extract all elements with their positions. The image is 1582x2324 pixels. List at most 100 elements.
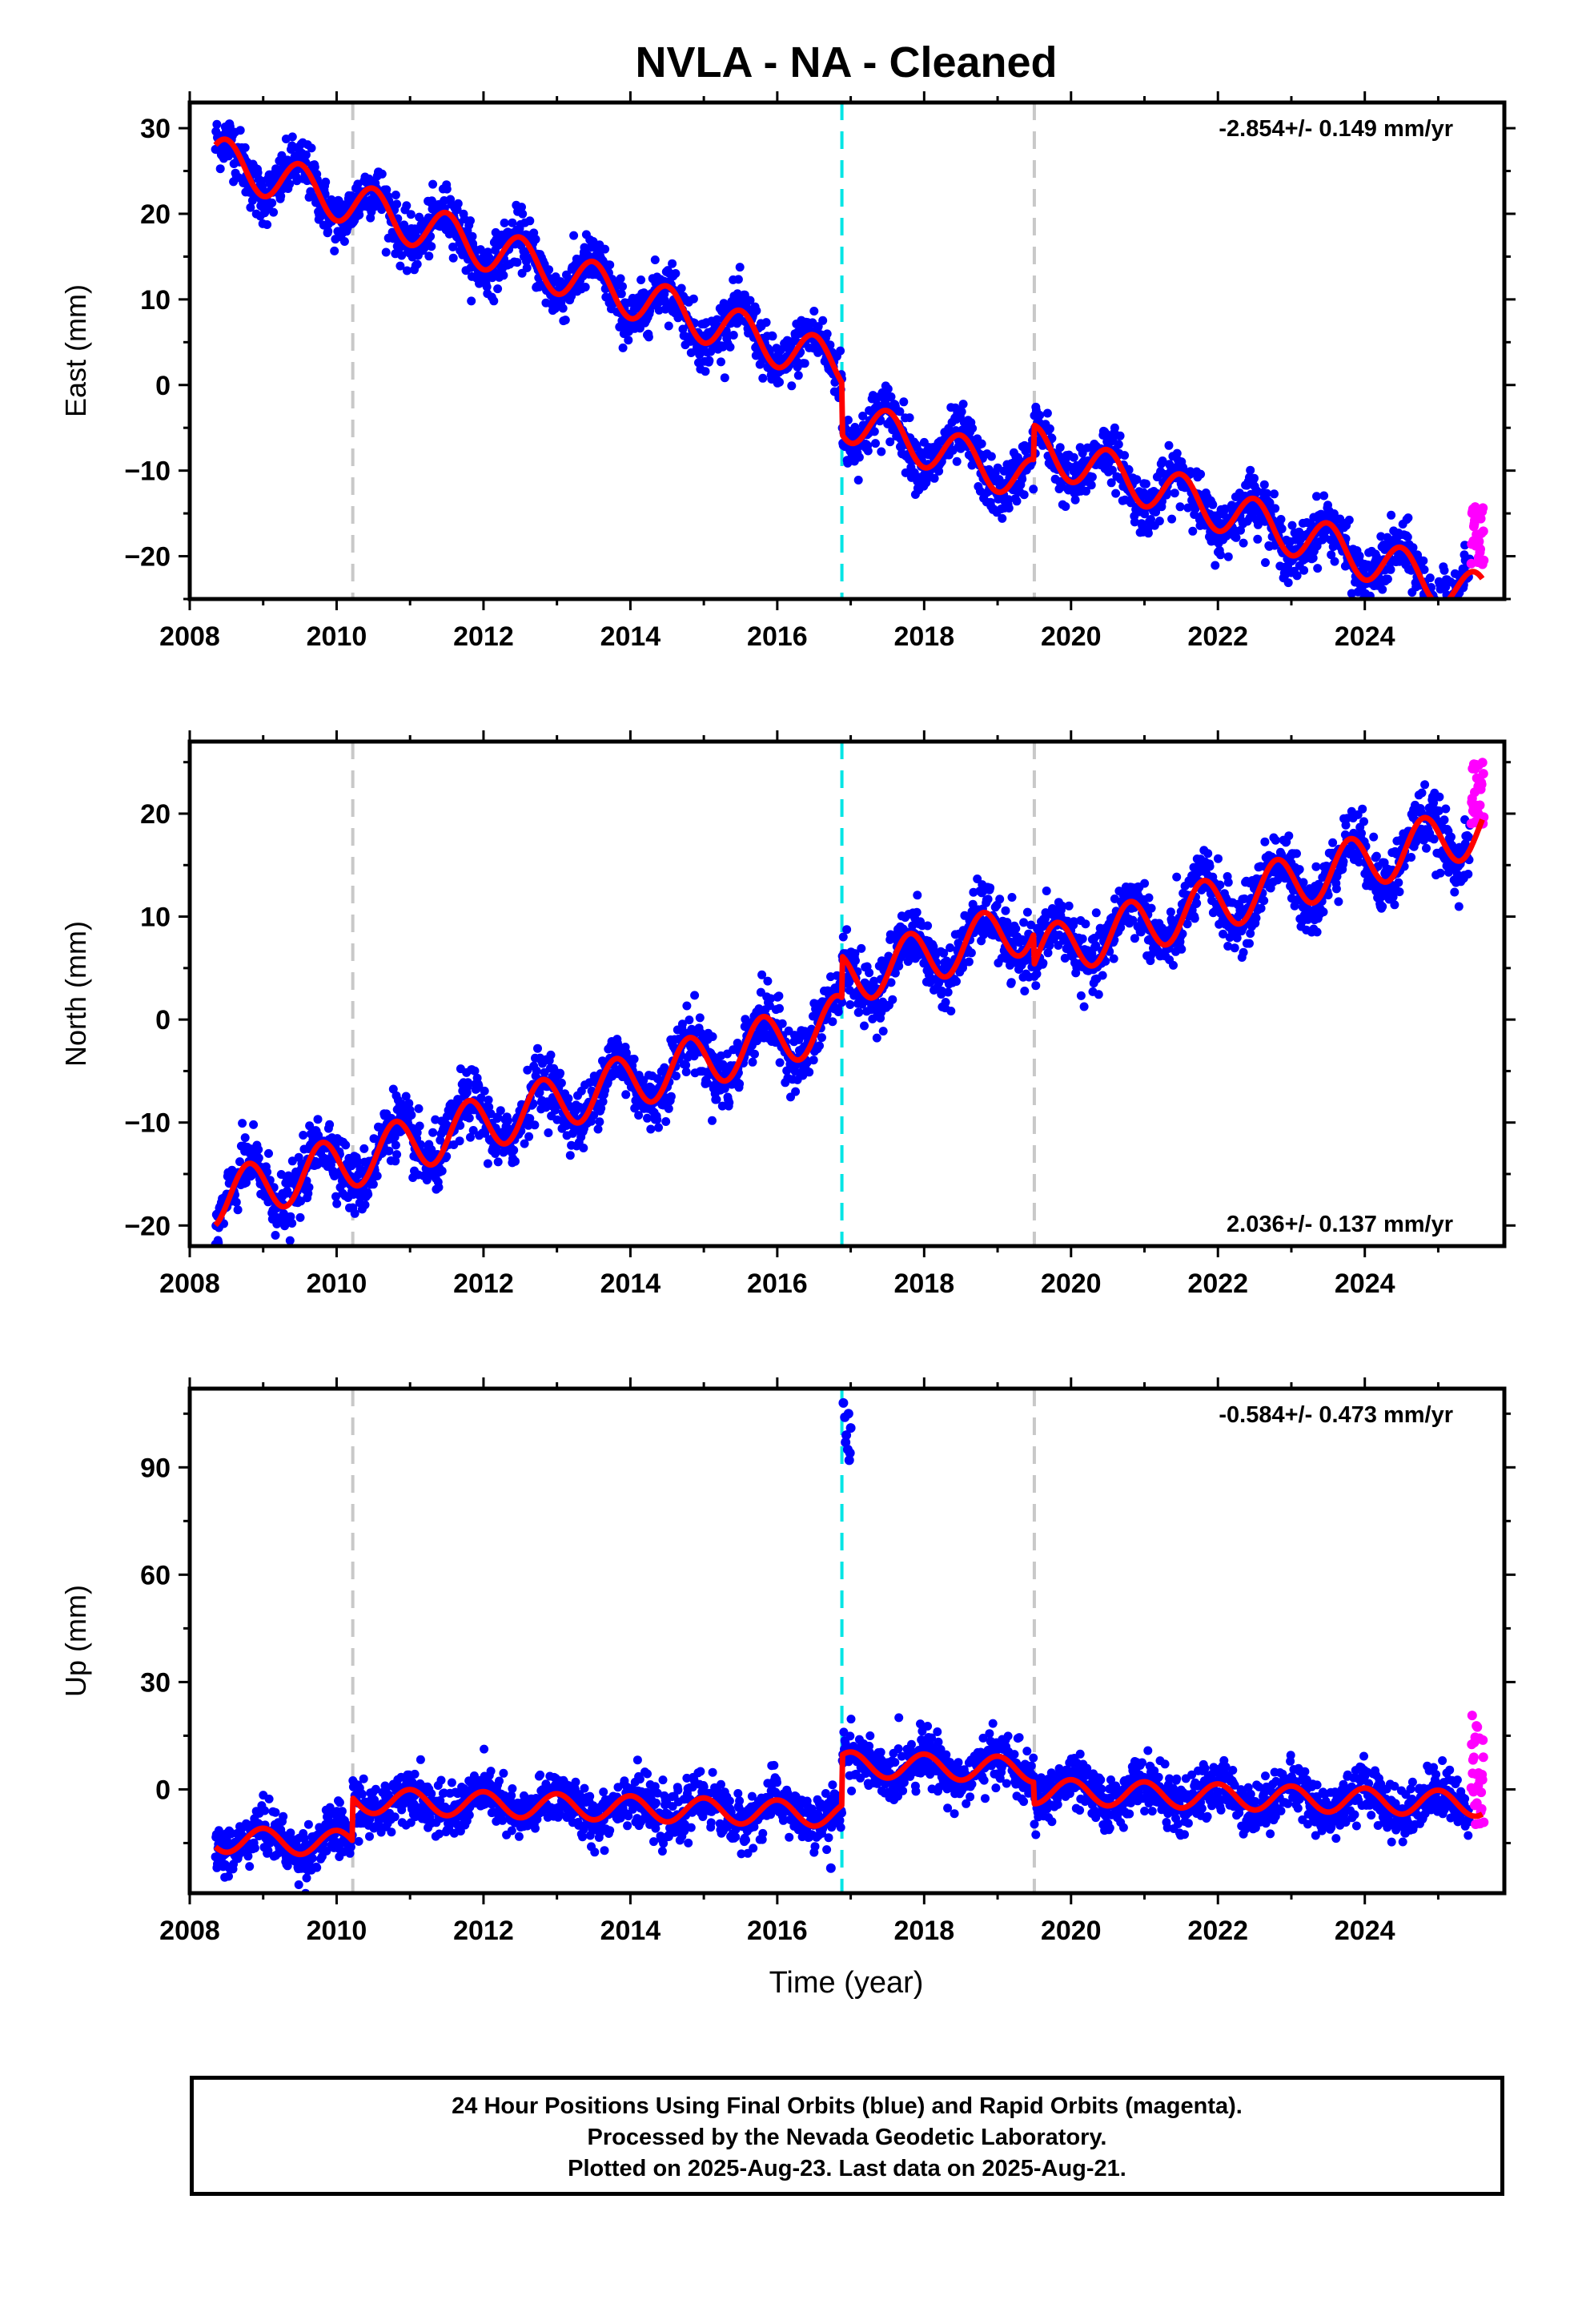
north-data-point: [341, 1140, 351, 1150]
east-data-point: [624, 336, 633, 345]
east-data-point: [1143, 529, 1153, 538]
east-data-point: [1208, 500, 1218, 509]
east-data-point: [301, 150, 311, 159]
east-data-point: [616, 274, 625, 283]
east-rapid-point: [1476, 544, 1486, 554]
north-data-point: [595, 1117, 604, 1127]
north-data-point: [1109, 954, 1118, 963]
north-data-point: [1205, 862, 1215, 871]
north-data-point: [1311, 862, 1321, 871]
east-data-point: [522, 263, 532, 272]
north-data-point: [476, 1093, 486, 1103]
east-data-point: [758, 373, 768, 383]
east-data-point: [1055, 443, 1065, 452]
north-data-point: [913, 891, 922, 900]
north-data-point: [1271, 835, 1280, 845]
east-y-tick-label: 0: [155, 371, 171, 401]
east-data-point: [499, 271, 508, 280]
north-data-point: [355, 1164, 365, 1174]
north-data-point: [777, 1019, 787, 1028]
east-data-point: [1154, 517, 1164, 526]
north-data-point: [456, 1120, 465, 1130]
north-data-point: [838, 932, 848, 942]
north-data-point: [943, 987, 953, 997]
east-data-point: [644, 332, 653, 342]
east-model-fit-line: [213, 136, 1485, 599]
north-data-point: [533, 1043, 542, 1053]
east-data-point: [1111, 489, 1121, 498]
east-x-tick-label: 2008: [159, 621, 220, 652]
east-data-point: [713, 315, 722, 324]
north-data-point: [466, 1132, 475, 1142]
east-data-point: [330, 246, 339, 255]
east-data-point: [1431, 618, 1440, 627]
north-data-point: [314, 1131, 323, 1140]
north-data-point: [520, 1139, 529, 1148]
east-data-point: [1018, 474, 1027, 484]
north-data-point: [774, 991, 784, 1001]
north-data-point: [524, 1120, 533, 1130]
north-data-point: [464, 1078, 472, 1088]
east-data-point: [1170, 489, 1179, 498]
east-data-point: [310, 163, 319, 172]
north-data-point: [717, 1101, 727, 1111]
east-data-point: [1019, 490, 1029, 500]
north-data-point: [923, 921, 933, 931]
north-data-point: [384, 1146, 394, 1156]
north-data-point: [1128, 915, 1138, 925]
east-data-point: [1265, 498, 1275, 508]
north-data-point: [702, 1078, 712, 1088]
east-data-point: [569, 231, 579, 240]
north-data-point: [890, 968, 900, 978]
north-data-point: [437, 1166, 447, 1176]
east-data-point: [1172, 448, 1182, 458]
north-data-point: [415, 1121, 424, 1131]
east-data-point: [877, 447, 886, 456]
east-data-point: [1012, 497, 1022, 506]
east-data-point: [1387, 510, 1396, 520]
north-data-point: [1094, 990, 1103, 999]
north-data-point: [1328, 838, 1338, 847]
east-y-tick-label: −20: [124, 542, 171, 573]
east-data-point: [1220, 504, 1230, 513]
east-data-point: [1047, 433, 1057, 443]
east-data-point: [1454, 617, 1463, 626]
east-data-point: [1439, 615, 1448, 624]
east-data-point: [689, 294, 698, 304]
north-data-point: [1078, 934, 1087, 943]
north-data-point: [1295, 865, 1304, 875]
north-data-point: [254, 1145, 263, 1154]
east-data-point: [1259, 480, 1269, 489]
north-data-point: [1032, 969, 1042, 979]
east-data-point: [1432, 604, 1441, 613]
east-data-point: [905, 413, 914, 423]
north-data-point: [598, 1097, 608, 1107]
east-data-point: [307, 143, 316, 153]
north-data-point: [850, 949, 860, 959]
north-data-point: [1069, 917, 1078, 927]
east-data-point: [600, 244, 610, 254]
east-data-point: [1158, 456, 1167, 465]
east-data-point: [1035, 411, 1045, 420]
east-data-point: [1452, 618, 1461, 627]
north-data-point: [271, 1231, 280, 1240]
north-data-point: [392, 1150, 402, 1160]
north-data-point: [712, 1095, 721, 1104]
east-data-point: [729, 331, 738, 340]
east-data-point: [267, 198, 277, 207]
north-data-point: [1239, 947, 1248, 957]
east-data-point: [1327, 550, 1336, 560]
north-data-point: [428, 1128, 438, 1137]
east-x-tick-label: 2020: [1041, 621, 1102, 652]
north-data-point: [912, 907, 921, 917]
north-data-point: [1140, 879, 1150, 888]
north-data-point: [753, 1036, 761, 1046]
figure-title: NVLA - NA - Cleaned: [635, 38, 1057, 86]
north-data-point: [287, 1219, 297, 1228]
north-data-point: [528, 1099, 538, 1108]
north-data-point: [983, 895, 993, 904]
north-data-point: [865, 968, 874, 978]
east-data-point: [402, 266, 412, 275]
north-data-point: [1130, 934, 1139, 943]
east-data-point: [1045, 424, 1054, 433]
